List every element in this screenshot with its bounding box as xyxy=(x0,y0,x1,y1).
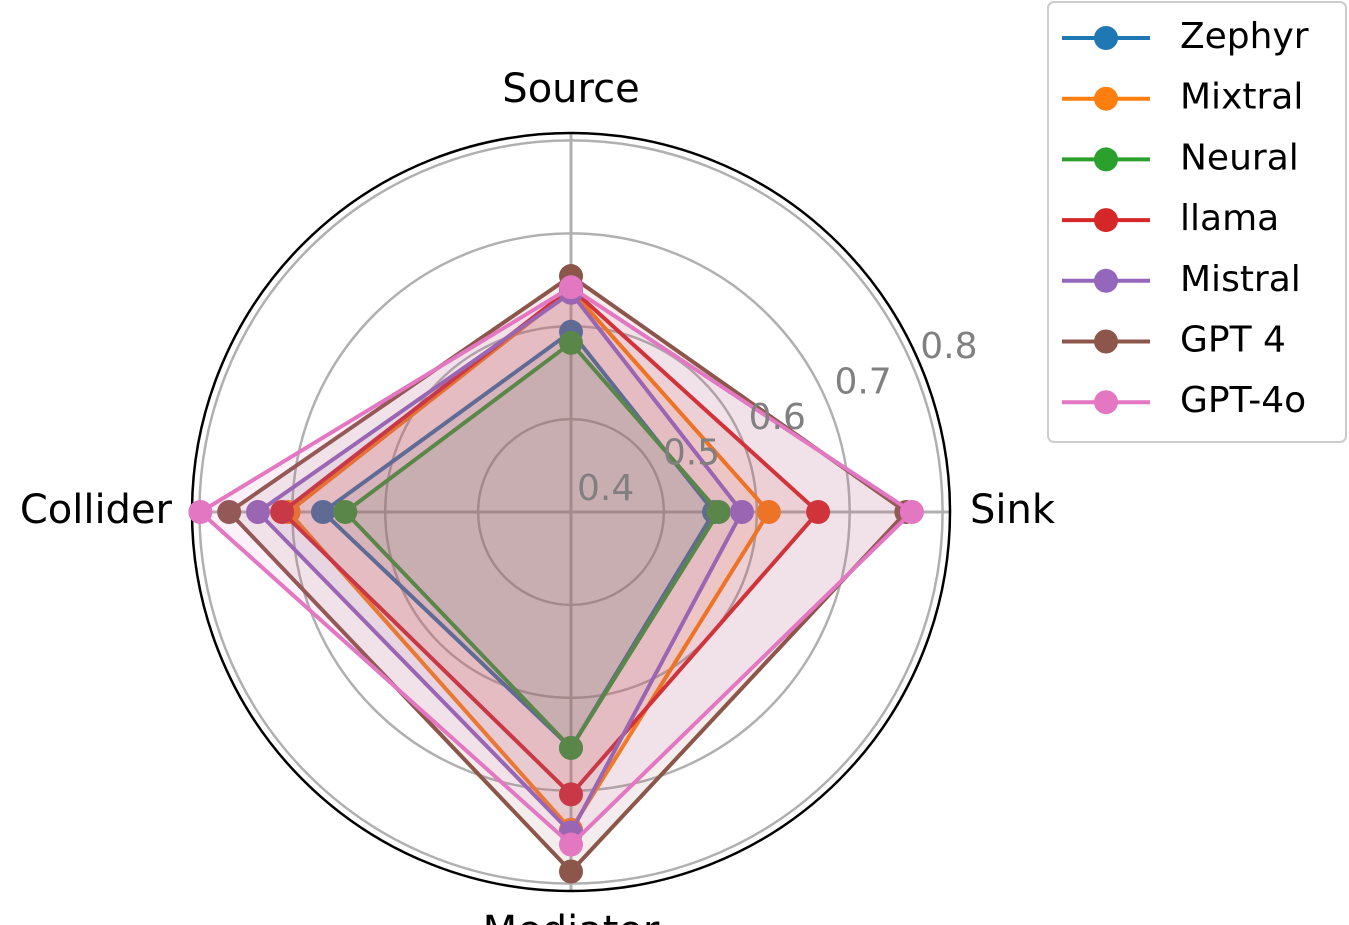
marker xyxy=(559,859,583,884)
r-tick-label: 0.7 xyxy=(834,361,891,402)
axis-label: Sink xyxy=(970,487,1056,533)
r-tick-label: 0.6 xyxy=(749,397,806,438)
legend-marker xyxy=(1094,329,1118,354)
legend-label: Neural xyxy=(1180,137,1299,178)
series-area xyxy=(322,331,715,748)
marker xyxy=(333,500,358,524)
legend-label: llama xyxy=(1180,198,1279,239)
marker xyxy=(756,500,781,524)
marker xyxy=(706,500,731,524)
r-tick-label: 0.4 xyxy=(577,468,634,509)
marker xyxy=(559,735,583,760)
legend-marker xyxy=(1094,268,1118,293)
series-area xyxy=(200,287,912,845)
r-tick-label: 0.5 xyxy=(663,432,720,473)
marker xyxy=(729,500,754,524)
legend-marker xyxy=(1094,208,1118,233)
axis-label: Source xyxy=(502,66,639,112)
marker xyxy=(217,500,242,524)
marker xyxy=(806,500,831,524)
legend-label: GPT 4 xyxy=(1180,320,1286,361)
legend: Zephyr Mixtral Neural llama Mistral GPT 4 GPT-… xyxy=(1047,1,1347,443)
marker xyxy=(270,500,295,524)
marker xyxy=(559,832,583,857)
marker xyxy=(559,330,583,355)
legend-marker xyxy=(1094,147,1118,172)
axis-label: Collider xyxy=(20,487,173,533)
legend-marker xyxy=(1094,390,1118,415)
legend-label: Mixtral xyxy=(1180,77,1303,118)
series-area xyxy=(229,276,907,872)
marker xyxy=(559,782,583,807)
marker xyxy=(559,275,583,300)
r-tick-label: 0.8 xyxy=(920,326,977,367)
legend-marker xyxy=(1094,26,1118,50)
marker xyxy=(899,500,924,524)
axis-label: Mediator xyxy=(483,908,660,925)
legend-box xyxy=(1047,1,1347,443)
marker xyxy=(245,500,270,524)
legend-label: GPT-4o xyxy=(1180,380,1306,421)
legend-marker xyxy=(1094,86,1118,111)
legend-label: Mistral xyxy=(1180,259,1301,300)
legend-label: Zephyr xyxy=(1180,16,1309,57)
series-area xyxy=(282,288,819,795)
series-area xyxy=(288,289,769,830)
marker xyxy=(310,500,335,524)
marker xyxy=(188,500,213,524)
